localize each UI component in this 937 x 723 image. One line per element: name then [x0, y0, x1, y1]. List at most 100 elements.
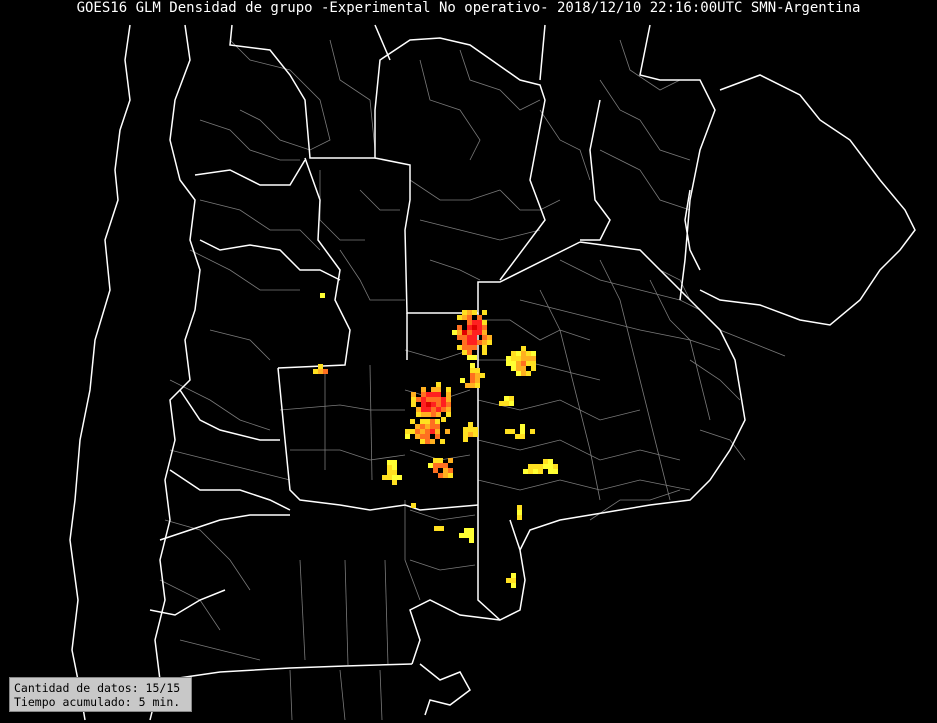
density-cell — [482, 330, 487, 335]
density-cell — [469, 538, 474, 543]
density-cell — [482, 310, 487, 315]
density-cell — [477, 325, 482, 330]
density-cell — [470, 368, 475, 373]
density-cell — [470, 378, 475, 383]
density-cell — [526, 371, 531, 376]
density-cell — [467, 335, 472, 340]
density-cell — [482, 340, 487, 345]
density-cell — [436, 392, 441, 397]
density-cell — [533, 469, 538, 474]
density-cell — [520, 424, 525, 429]
density-cell — [426, 397, 431, 402]
density-cell — [410, 419, 415, 424]
density-cell — [467, 310, 472, 315]
density-cell — [435, 419, 440, 424]
density-cell — [526, 351, 531, 356]
density-cell — [472, 335, 477, 340]
density-cell — [445, 429, 450, 434]
density-cell — [416, 397, 421, 402]
density-cell — [462, 315, 467, 320]
density-cell — [415, 429, 420, 434]
density-cell — [438, 463, 443, 468]
density-cell — [482, 335, 487, 340]
density-cell — [506, 578, 511, 583]
density-cell — [436, 407, 441, 412]
density-cell — [435, 424, 440, 429]
density-cell — [435, 434, 440, 439]
density-cell — [477, 340, 482, 345]
density-cell — [468, 432, 473, 437]
density-cell — [531, 361, 536, 366]
density-cell — [521, 371, 526, 376]
density-cell — [528, 464, 533, 469]
density-cell — [475, 378, 480, 383]
density-cell — [475, 373, 480, 378]
density-cell — [460, 378, 465, 383]
density-cell — [457, 345, 462, 350]
density-cell — [420, 429, 425, 434]
density-cell — [506, 356, 511, 361]
density-cell — [528, 469, 533, 474]
density-cell — [426, 402, 431, 407]
density-cell — [448, 473, 453, 478]
density-cell — [436, 382, 441, 387]
density-cell — [463, 432, 468, 437]
density-cell — [436, 387, 441, 392]
density-cell — [521, 351, 526, 356]
density-cell — [448, 458, 453, 463]
density-cell — [462, 340, 467, 345]
density-cell — [475, 383, 480, 388]
density-cell — [472, 330, 477, 335]
density-cell — [543, 459, 548, 464]
density-cell — [430, 419, 435, 424]
density-cell — [320, 293, 325, 298]
density-cell — [511, 578, 516, 583]
density-cell — [482, 325, 487, 330]
density-cell — [434, 526, 439, 531]
density-cell — [511, 351, 516, 356]
density-cell — [516, 361, 521, 366]
density-cell — [420, 439, 425, 444]
density-cell — [415, 424, 420, 429]
density-cell — [531, 356, 536, 361]
density-cell — [440, 439, 445, 444]
density-cell — [515, 434, 520, 439]
density-cell — [462, 335, 467, 340]
density-cell — [462, 310, 467, 315]
density-cell — [487, 340, 492, 345]
density-cell — [523, 469, 528, 474]
density-cell — [473, 432, 478, 437]
density-cell — [431, 402, 436, 407]
density-cell — [433, 458, 438, 463]
density-cell — [505, 429, 510, 434]
density-cell — [441, 407, 446, 412]
density-cell — [313, 369, 318, 374]
density-cell — [548, 464, 553, 469]
density-cell — [511, 583, 516, 588]
density-cell — [509, 401, 514, 406]
density-cell — [470, 373, 475, 378]
density-cell — [499, 401, 504, 406]
density-cell — [420, 424, 425, 429]
density-cell — [318, 364, 323, 369]
density-cell — [462, 330, 467, 335]
density-cell — [430, 424, 435, 429]
density-cell — [431, 392, 436, 397]
density-cell — [428, 463, 433, 468]
density-cell — [457, 335, 462, 340]
density-cell — [472, 320, 477, 325]
density-cell — [431, 412, 436, 417]
density-cell — [431, 407, 436, 412]
density-cell — [323, 369, 328, 374]
density-cell — [392, 480, 397, 485]
density-cell — [441, 402, 446, 407]
density-cell — [521, 366, 526, 371]
density-cell — [517, 505, 522, 510]
density-cell — [469, 528, 474, 533]
density-cell — [470, 383, 475, 388]
density-cell — [467, 315, 472, 320]
density-cell — [431, 387, 436, 392]
density-cell — [467, 330, 472, 335]
density-cell — [457, 330, 462, 335]
